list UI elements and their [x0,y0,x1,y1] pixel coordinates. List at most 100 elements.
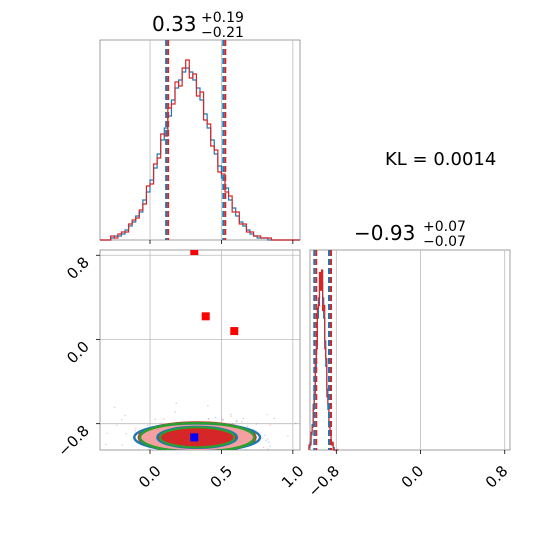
scatter-point [169,460,170,461]
scatter-point [269,461,270,462]
scatter-point [121,419,123,421]
scatter-point [202,458,203,459]
histogram-grid [149,40,294,240]
scatter-point [230,415,233,417]
scatter-point [222,419,224,421]
quantile-lines [313,250,332,450]
histogram-grid [335,250,506,450]
title-sup: +0.07 [423,219,466,235]
scatter-point [255,423,258,425]
scatter-point [226,452,227,453]
histogram-frame [99,39,301,241]
scatter-point [164,453,165,454]
scatter-point [154,418,157,420]
scatter-point [169,462,170,463]
tick-label: 0.5 [207,462,237,492]
scatter-point [242,417,245,420]
blue-marker [190,433,199,442]
scatter-point [163,458,164,459]
scatter-point [179,458,180,459]
red-marker [230,327,239,336]
scatter-point [273,417,276,420]
scatter-point [207,418,210,420]
scatter-grid [100,250,300,450]
scatter-point [88,473,89,474]
red-marker [201,312,210,321]
histogram-step-red [100,59,300,241]
tick-label: −0.8 [305,462,343,500]
scatter-point [264,434,266,436]
scatter-point [203,451,204,452]
scatter-point [235,420,238,422]
contour-line-green-inner [159,426,236,449]
scatter-point [121,444,123,446]
tick-label: 0.0 [398,462,428,492]
scatter-point [135,427,137,429]
scatter-point [262,437,264,440]
quantile-lines [165,40,227,240]
scatter-point [124,414,126,417]
tick-label: 1.0 [278,462,308,492]
scatter-point [246,425,249,427]
scatter-point [236,421,238,423]
scatter-point [207,404,209,407]
scatter-point [214,416,217,419]
y-ticks: 0.8 0.0 −0.8 [54,253,100,460]
scatter-point [174,456,175,457]
scatter-point [146,452,147,453]
scatter-point [216,453,217,454]
tick-label: −0.8 [54,422,92,460]
histogram-frame [309,249,511,451]
kl-annotation: KL = 0.0014 [385,149,496,170]
scatter-point [207,418,209,420]
scatter-point [241,421,243,423]
scatter-point [231,422,234,425]
scatter-point [106,432,108,435]
title-main: 0.33 [152,12,197,36]
scatter-point [181,453,182,454]
title-sub: −0.21 [201,25,244,41]
scatter-point [163,418,165,420]
scatter-point [134,429,136,432]
title-sup: +0.19 [201,10,244,26]
scatter-point [175,402,177,404]
scatter-point [105,443,107,446]
scatter-point [269,424,271,426]
scatter-content [88,250,353,474]
scatter-point [266,461,267,462]
scatter-point [205,454,206,455]
x-ticks: −0.8 0.0 0.8 [305,450,512,501]
scatter-point [191,452,192,453]
scatter-point [267,448,269,450]
scatter-point [289,452,290,453]
contour-line-green-outer [138,421,256,450]
scatter-point [116,424,118,427]
scatter-point [189,453,190,454]
scatter-contour-panel: 0.0 0.5 1.0 0.8 0.0 −0.8 [54,249,353,492]
scatter-point [265,440,267,442]
histogram-series [100,59,300,241]
scatter-point [178,454,179,455]
scatter-point [267,457,268,458]
scatter-point [121,452,122,453]
title-sub: −0.07 [423,234,466,250]
scatter-point [188,453,189,454]
scatter-point [230,451,231,452]
scatter-point [180,451,181,452]
histogram-panel-param2: −0.8 0.0 0.8 −0.93 +0.07 −0.07 [305,219,512,501]
scatter-point [147,448,150,450]
scatter-point [266,413,268,416]
scatter-point [166,454,167,455]
scatter-point [268,441,270,443]
scatter-point [352,433,353,434]
x-ticks [149,240,294,244]
x-ticks: 0.0 0.5 1.0 [135,450,308,492]
scatter-point [267,438,269,440]
scatter-point [229,413,232,415]
scatter-point [125,433,127,435]
tick-label: 0.8 [482,462,512,492]
scatter-point [222,418,224,421]
scatter-point [113,406,116,409]
histogram-panel-param1: 0.33 +0.19 −0.21 [99,10,301,244]
